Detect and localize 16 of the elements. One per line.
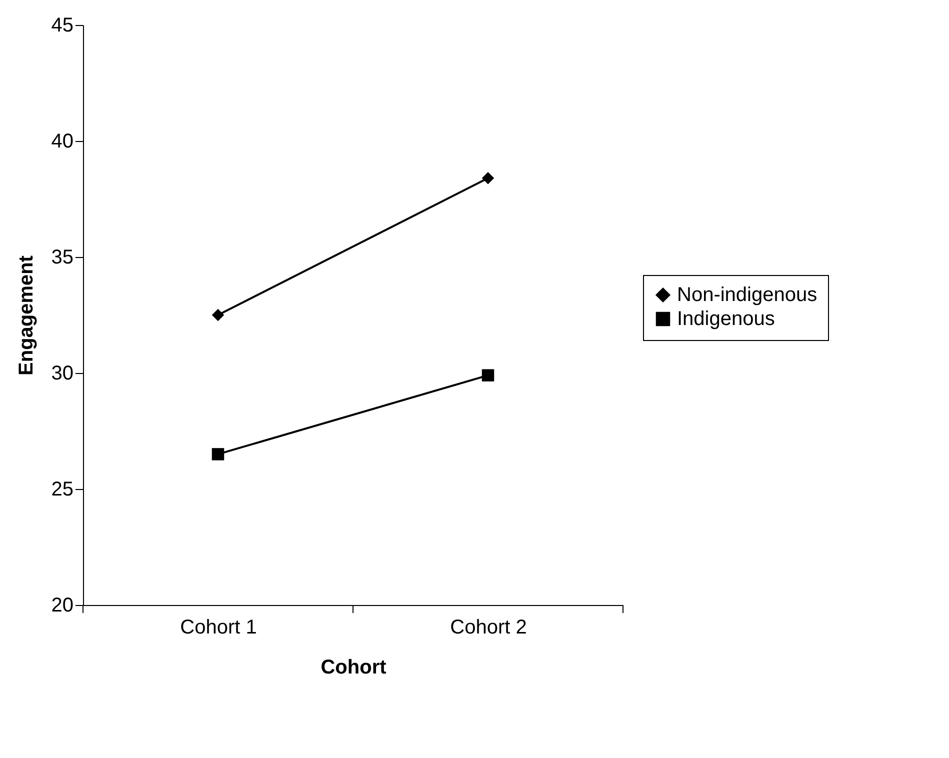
y-tick-label: 35: [51, 246, 74, 268]
point: [482, 172, 494, 184]
y-tick-label: 40: [51, 130, 74, 152]
y-tick-label: 30: [51, 362, 74, 384]
x-tick-label: Cohort 2: [450, 616, 527, 638]
y-tick-label: 25: [51, 478, 74, 500]
point: [482, 369, 494, 382]
x-axis-title: Cohort: [320, 656, 387, 678]
y-tick-label: 45: [51, 14, 74, 36]
x-tick-label: Cohort 1: [180, 616, 257, 638]
legend-label: Non-indigenous: [677, 284, 818, 306]
y-axis-title: Engagement: [15, 255, 38, 376]
y-tick-label: 20: [51, 594, 74, 616]
legend-label: Indigenous: [677, 308, 775, 330]
point: [212, 448, 224, 460]
point: [212, 308, 224, 322]
